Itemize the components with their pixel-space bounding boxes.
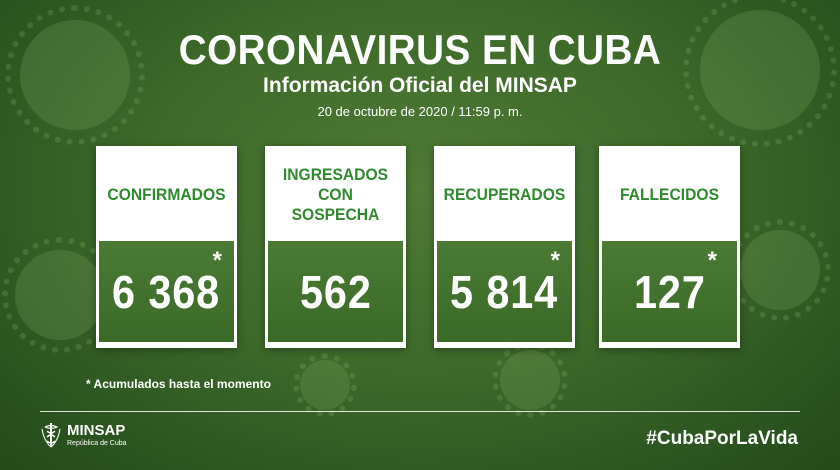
card-fallecidos: FALLECIDOS 127 * (599, 146, 740, 348)
card-label: FALLECIDOS (607, 149, 731, 241)
card-label-line1: CONFIRMADOS (107, 185, 226, 204)
card-value-box: 127 * (602, 241, 737, 342)
card-label-line1: INGRESADOS (282, 165, 389, 184)
card-value-box: 562 (268, 241, 403, 342)
logo-name: MINSAP (67, 421, 126, 439)
virus-icon (728, 218, 832, 322)
virus-icon (491, 341, 569, 419)
asterisk-mark: * (707, 247, 717, 274)
card-label: CONFIRMADOS (104, 149, 228, 241)
asterisk-mark: * (550, 247, 560, 274)
card-value: 127 (633, 265, 706, 318)
card-value: 562 (299, 265, 372, 318)
virus-icon (683, 0, 837, 147)
footnote: * Acumulados hasta el momento (86, 377, 271, 391)
virus-icon (293, 353, 357, 417)
logo-subtitle: República de Cuba (67, 439, 127, 447)
card-value-box: 5 814 * (437, 241, 572, 342)
virus-icon (4, 4, 146, 146)
card-value: 5 814 (450, 265, 559, 318)
footer-divider (40, 411, 800, 412)
report-date: 20 de octubre de 2020 / 11:59 p. m. (317, 104, 523, 119)
page-title: CORONAVIRUS EN CUBA (178, 26, 662, 73)
card-ingresados: INGRESADOS CON SOSPECHA 562 (265, 146, 406, 348)
asterisk-mark: * (212, 247, 222, 274)
card-label-line2: CON SOSPECHA (291, 185, 380, 224)
card-recuperados: RECUPERADOS 5 814 * (434, 146, 575, 348)
page-subtitle: Información Oficial del MINSAP (263, 74, 577, 97)
card-label-line1: FALLECIDOS (619, 185, 720, 204)
card-value-box: 6 368 * (99, 241, 234, 342)
card-label: RECUPERADOS (442, 149, 566, 241)
card-value: 6 368 (112, 265, 221, 318)
card-confirmados: CONFIRMADOS 6 368 * (96, 146, 237, 348)
hashtag: #CubaPorLaVida (646, 428, 798, 449)
card-label: INGRESADOS CON SOSPECHA (273, 149, 397, 241)
caduceus-icon (41, 423, 61, 448)
card-label-line1: RECUPERADOS (443, 185, 566, 204)
minsap-logo: MINSAP República de Cuba (40, 421, 127, 449)
virus-icon (2, 237, 118, 353)
